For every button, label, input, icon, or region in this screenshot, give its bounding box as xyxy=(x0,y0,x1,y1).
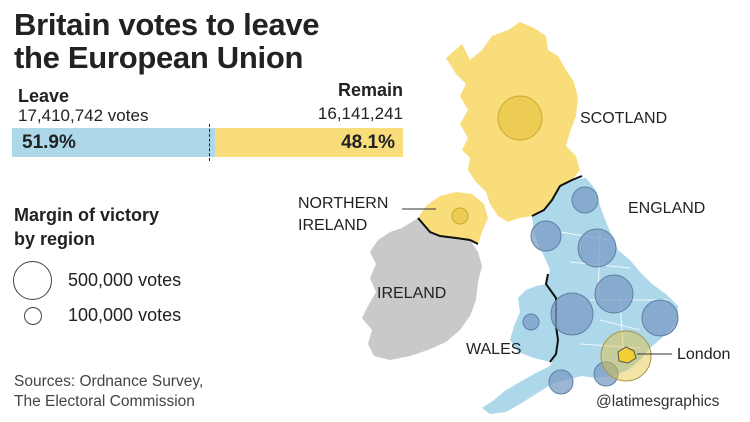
legend-title: Margin of victory by region xyxy=(14,203,159,251)
title-line-2: the European Union xyxy=(14,40,304,75)
title-line-1: Britain votes to leave xyxy=(14,7,320,42)
credit: @latimesgraphics xyxy=(596,393,720,410)
sources-line-1: Sources: Ordnance Survey, xyxy=(14,373,204,390)
legend-small-label: 100,000 votes xyxy=(68,305,182,325)
bubble-scotland xyxy=(497,95,543,141)
bubble-south-east xyxy=(593,361,619,387)
legend-title-line-2: by region xyxy=(14,229,96,249)
legend-small-circle xyxy=(24,307,42,325)
label-ni-line2: IRELAND xyxy=(298,217,367,234)
ireland-region xyxy=(362,218,482,360)
bubble-northern-ireland xyxy=(451,207,469,225)
leave-label: Leave xyxy=(18,86,70,106)
bubble-west-midlands xyxy=(550,292,594,336)
ni-ireland-border xyxy=(417,217,479,245)
label-london: London xyxy=(677,346,730,363)
legend-large-label: 500,000 votes xyxy=(68,270,182,290)
remain-bar-segment: 48.1% xyxy=(214,128,403,157)
bubble-wales xyxy=(522,313,540,331)
leave-votes: 17,410,742 votes xyxy=(18,106,149,125)
label-england: ENGLAND xyxy=(628,200,705,217)
bubble-east xyxy=(641,299,679,337)
bubble-yorkshire xyxy=(577,228,617,268)
sources-line-2: The Electoral Commission xyxy=(14,393,195,410)
leave-pct: 51.9% xyxy=(22,132,76,153)
leave-bar-segment: 51.9% xyxy=(12,128,215,157)
majority-line xyxy=(209,124,210,161)
remain-votes: 16,141,241 xyxy=(317,104,403,123)
sources: Sources: Ordnance Survey, The Electoral … xyxy=(14,372,203,412)
bubbles xyxy=(451,95,679,395)
scotland-england-border xyxy=(531,175,583,217)
page-title: Britain votes to leave the European Unio… xyxy=(14,8,344,74)
legend-large-circle xyxy=(13,261,52,300)
remain-label: Remain xyxy=(337,80,403,100)
label-scotland: SCOTLAND xyxy=(580,110,667,127)
legend-title-line-1: Margin of victory xyxy=(14,205,160,225)
result-bar: 51.9% 48.1% xyxy=(12,128,403,157)
bubble-north-west xyxy=(530,220,562,252)
london-shape xyxy=(617,346,637,364)
remain-pct: 48.1% xyxy=(341,132,395,153)
bubble-south-west xyxy=(548,369,574,395)
bubble-north-east xyxy=(571,186,599,214)
bubble-east-midlands xyxy=(594,274,634,314)
label-wales: WALES xyxy=(466,341,521,358)
label-ni-line1: NORTHERN xyxy=(298,195,388,212)
label-ireland: IRELAND xyxy=(377,285,446,302)
